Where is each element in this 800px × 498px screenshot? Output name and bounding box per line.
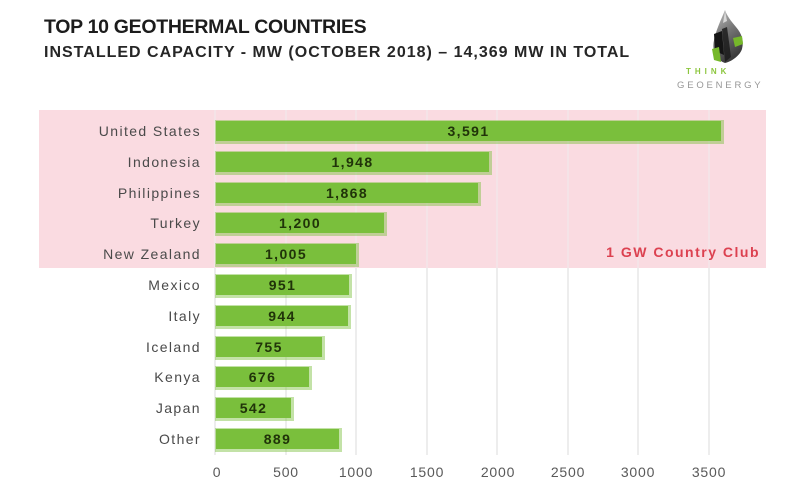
svg-text:GEOENERGY: GEOENERGY <box>677 80 763 91</box>
svg-text:THINK: THINK <box>686 67 730 76</box>
